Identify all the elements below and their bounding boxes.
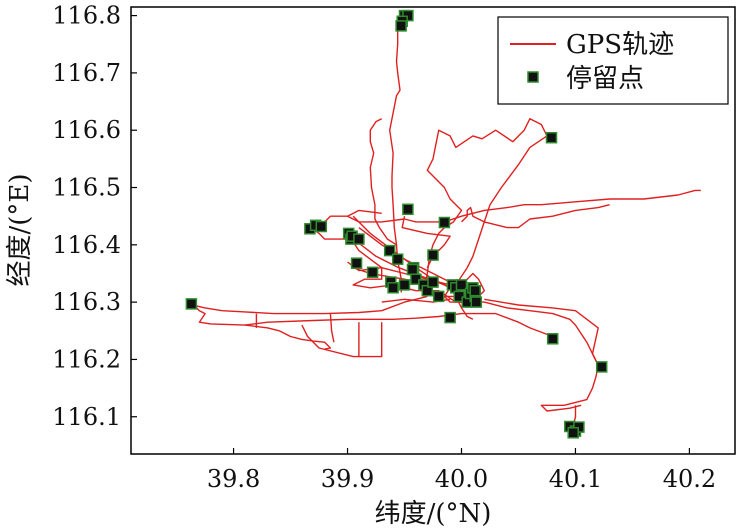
y-tick-label: 116.3 [52,288,121,316]
x-tick-label: 39.8 [207,465,260,493]
stay-point-marker [595,361,608,373]
x-tick-label: 39.9 [321,465,374,493]
legend-label-track: GPS轨迹 [566,30,674,60]
stay-point-marker [469,284,481,297]
stay-point-marker [398,279,411,291]
plot-frame [130,6,736,455]
x-tick-label: 40.1 [549,465,602,493]
stay-point-marker [315,220,328,233]
gps-track-segment [187,295,428,315]
stay-point-marker [383,244,396,257]
y-axis-title: 经度/(°E) [5,173,35,286]
stay-point-marker [546,333,559,345]
stay-point-marker [427,249,439,261]
stay-point-marker [350,257,363,269]
y-tick-label: 116.6 [52,116,121,144]
stay-point-marker [438,216,451,229]
y-tick-label: 116.1 [52,403,121,431]
stay-point-marker [387,282,399,294]
x-tick-label: 40.2 [663,465,716,493]
gps-track-segment [324,209,382,223]
stay-point-marker [444,311,456,324]
stay-point-marker [391,253,404,265]
y-tick-label: 116.4 [52,231,121,259]
stay-point-marker [402,203,414,216]
legend-box [497,16,729,105]
gps-track-segment [244,312,553,338]
stay-point-group [185,9,608,439]
stay-point-marker [185,298,198,310]
stay-point-marker [567,427,579,439]
x-tick-label: 40.0 [435,465,488,493]
stay-point-marker [545,131,558,144]
legend-marker-swatch [527,71,539,83]
stay-point-marker [395,20,407,32]
gps-track-segment [444,189,701,223]
gps-track-segment [461,204,610,229]
gps-track-segment [193,304,332,350]
stay-point-marker [427,276,439,288]
gps-track-segment [301,322,383,358]
stay-point-marker [366,266,379,279]
x-axis-title: 纬度/(°N) [375,499,492,529]
y-axis-ticks: 116.1 116.2 116.3 116.4 116.5 116.6 116.7 116.8 [52,2,137,431]
y-tick-label: 116.2 [52,345,121,373]
gps-track-segment [484,298,599,366]
legend-label-stay: 停留点 [566,64,644,94]
stay-point-marker [406,263,419,276]
y-tick-label: 116.7 [52,59,121,87]
gps-track-segment [369,118,397,246]
x-axis-ticks: 39.8 39.9 40.0 40.1 40.2 [207,448,716,493]
stay-point-marker [432,290,445,303]
stay-point-marker [455,279,468,291]
y-tick-label: 116.8 [52,2,121,30]
stay-point-marker [353,233,365,245]
stay-point-marker [470,296,483,308]
legend: GPS轨迹 停留点 [497,16,729,105]
y-tick-label: 116.5 [52,174,121,202]
